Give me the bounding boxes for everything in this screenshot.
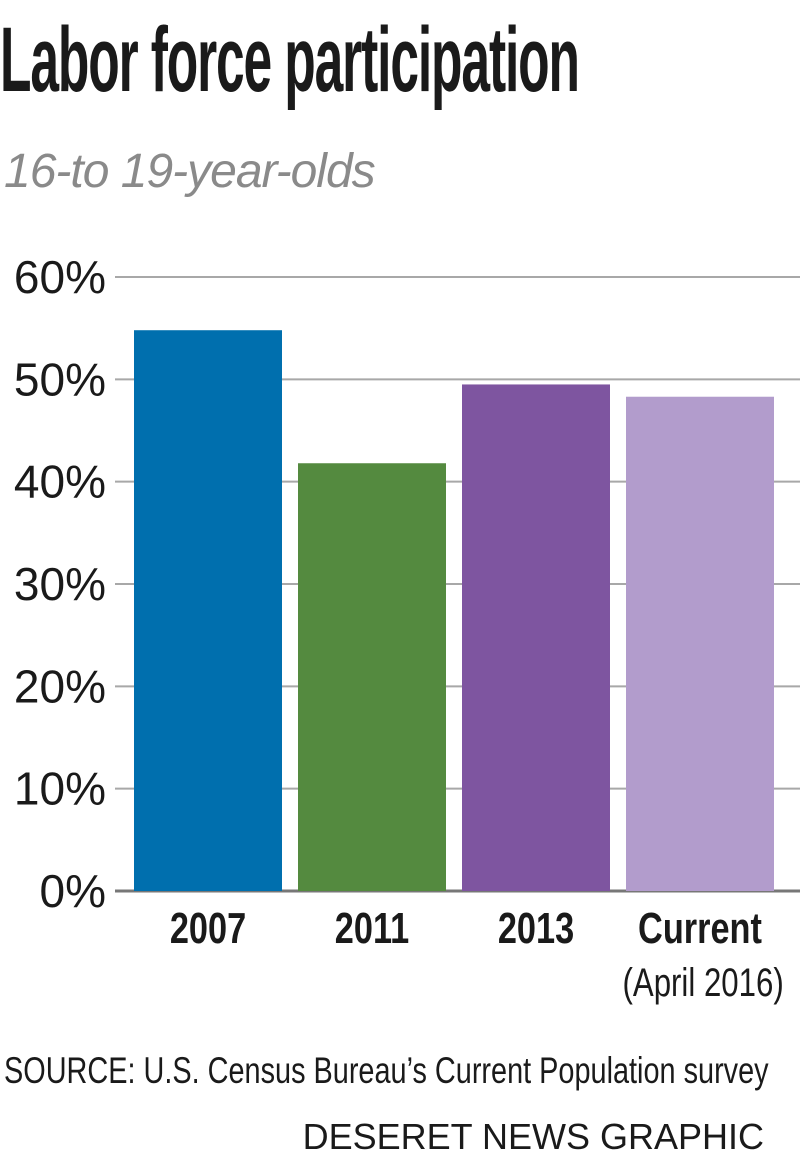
bar-2007 xyxy=(134,330,282,891)
bar-current xyxy=(626,396,774,891)
y-tick-label: 40% xyxy=(14,456,106,508)
bar-2013 xyxy=(462,384,610,891)
chart-subtitle: 16-to 19-year-olds xyxy=(4,145,376,198)
y-tick-label: 30% xyxy=(14,558,106,610)
y-tick-label: 20% xyxy=(14,660,106,712)
y-tick-label: 0% xyxy=(40,865,106,917)
bar-2011 xyxy=(298,463,446,891)
x-tick-label: 2007 xyxy=(170,904,246,953)
y-tick-label: 50% xyxy=(14,353,106,405)
chart-title: Labor force participation xyxy=(0,9,580,111)
x-tick-sublabel: (April 2016) xyxy=(623,960,784,1005)
y-tick-label: 60% xyxy=(14,251,106,303)
graphic-credit: DESERET NEWS GRAPHIC xyxy=(302,1116,764,1157)
x-tick-label: 2013 xyxy=(498,904,574,953)
y-tick-label: 10% xyxy=(14,763,106,815)
bar-chart: 0% 10% 20% 30% 40% 50% 60% 2007 2011 2013 Current (… xyxy=(14,251,800,1005)
x-tick-label: 2011 xyxy=(335,904,409,953)
x-tick-label: Current xyxy=(638,904,762,953)
source-note: SOURCE: U.S. Census Bureau’s Current Pop… xyxy=(4,1050,769,1091)
